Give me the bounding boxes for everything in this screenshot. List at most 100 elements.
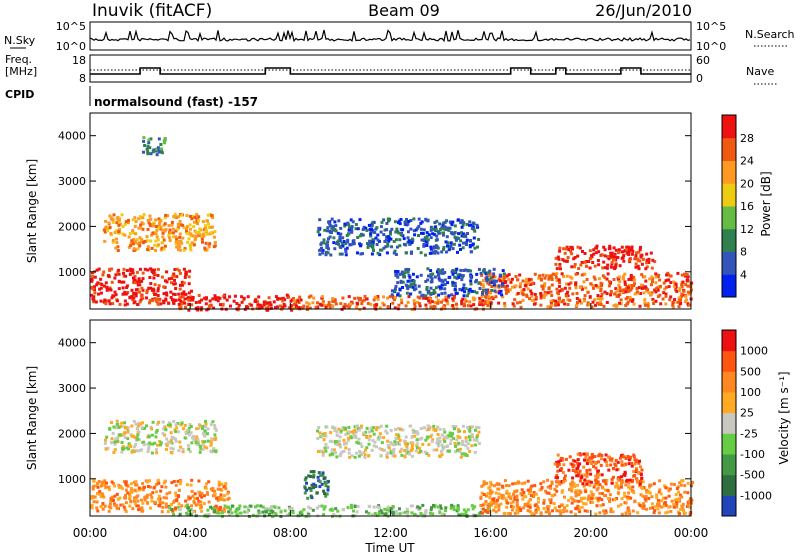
data-cell xyxy=(92,500,96,504)
data-cell xyxy=(469,269,473,273)
data-cell xyxy=(645,265,649,269)
data-cell xyxy=(482,480,486,484)
data-cell xyxy=(623,272,627,276)
data-cell xyxy=(187,275,191,279)
data-cell xyxy=(187,291,191,295)
data-cell xyxy=(443,225,447,229)
data-cell xyxy=(269,306,273,310)
data-cell xyxy=(378,432,382,436)
data-cell xyxy=(159,489,163,493)
data-cell xyxy=(562,274,565,278)
data-cell xyxy=(449,438,453,442)
data-cell xyxy=(159,227,163,231)
data-cell xyxy=(593,461,597,465)
data-cell xyxy=(248,504,252,508)
data-cell xyxy=(623,470,627,474)
colorbar-tick-label: 16 xyxy=(740,200,754,213)
data-cell xyxy=(640,262,644,266)
data-cell xyxy=(205,248,209,252)
data-cell xyxy=(174,229,178,233)
data-cell xyxy=(487,486,491,490)
data-cell xyxy=(503,496,507,500)
data-cell xyxy=(412,217,416,221)
data-cell xyxy=(605,277,609,281)
data-cell xyxy=(376,233,380,237)
data-cell xyxy=(419,273,423,277)
data-cell xyxy=(613,265,617,269)
data-cell xyxy=(163,244,167,248)
data-cell xyxy=(603,290,607,294)
data-cell xyxy=(320,482,324,486)
data-cell xyxy=(373,231,377,234)
data-cell xyxy=(128,272,132,276)
data-cell xyxy=(193,492,197,496)
data-cell xyxy=(310,483,314,487)
data-cell xyxy=(416,446,419,450)
velocity-ylabel: Slant Range [km] xyxy=(25,366,39,470)
data-cell xyxy=(673,298,677,301)
data-cell xyxy=(490,295,494,299)
data-cell xyxy=(634,256,638,260)
data-cell xyxy=(163,479,167,483)
data-cell xyxy=(153,243,157,247)
data-cell xyxy=(606,263,610,267)
data-cell xyxy=(352,509,355,513)
data-cell xyxy=(338,235,342,239)
data-cell xyxy=(253,300,257,303)
data-cell xyxy=(385,221,389,225)
data-cell xyxy=(391,443,395,447)
data-cell xyxy=(172,500,176,504)
y-tick-label: 4000 xyxy=(58,130,86,143)
data-cell xyxy=(565,294,568,298)
data-cell xyxy=(189,234,193,238)
data-cell xyxy=(558,249,562,253)
data-cell xyxy=(489,276,493,280)
data-cell xyxy=(164,485,168,489)
x-tick-label: 20:00 xyxy=(574,526,609,540)
data-cell xyxy=(673,284,676,288)
data-cell xyxy=(438,222,442,226)
data-cell xyxy=(631,509,635,513)
data-cell xyxy=(481,292,484,296)
data-cell xyxy=(543,290,547,294)
data-cell xyxy=(166,214,170,218)
data-cell xyxy=(599,300,602,304)
data-cell xyxy=(158,497,162,501)
data-cell xyxy=(546,274,550,278)
data-cell xyxy=(90,293,93,297)
data-cell xyxy=(375,513,379,517)
data-cell xyxy=(590,456,593,460)
data-cell xyxy=(141,271,145,275)
data-cell xyxy=(149,137,153,141)
data-cell xyxy=(525,277,529,281)
data-cell xyxy=(136,499,140,503)
data-cell xyxy=(318,480,322,484)
data-cell xyxy=(324,250,328,254)
data-cell xyxy=(140,448,143,452)
data-cell xyxy=(643,298,647,302)
data-cell xyxy=(122,267,126,271)
data-cell xyxy=(461,424,465,428)
data-cell xyxy=(630,299,634,303)
data-cell xyxy=(125,284,129,288)
noise-sky-series xyxy=(89,29,691,43)
data-cell xyxy=(186,443,190,447)
data-cell xyxy=(90,503,94,507)
data-cell xyxy=(418,506,422,510)
data-cell xyxy=(429,286,433,290)
data-cell xyxy=(650,502,654,506)
data-cell xyxy=(589,472,593,476)
data-cell xyxy=(177,505,181,509)
data-cell xyxy=(613,292,617,296)
data-cell xyxy=(299,298,303,302)
data-cell xyxy=(602,479,606,483)
data-cell xyxy=(327,301,331,304)
data-cell xyxy=(159,302,163,306)
data-cell xyxy=(164,298,168,302)
freq-tick-bottom: 8 xyxy=(79,72,86,85)
data-cell xyxy=(542,480,546,484)
data-cell xyxy=(157,420,160,424)
data-cell xyxy=(577,493,581,497)
data-cell xyxy=(617,283,621,287)
velocity-panel-frame xyxy=(89,319,692,517)
